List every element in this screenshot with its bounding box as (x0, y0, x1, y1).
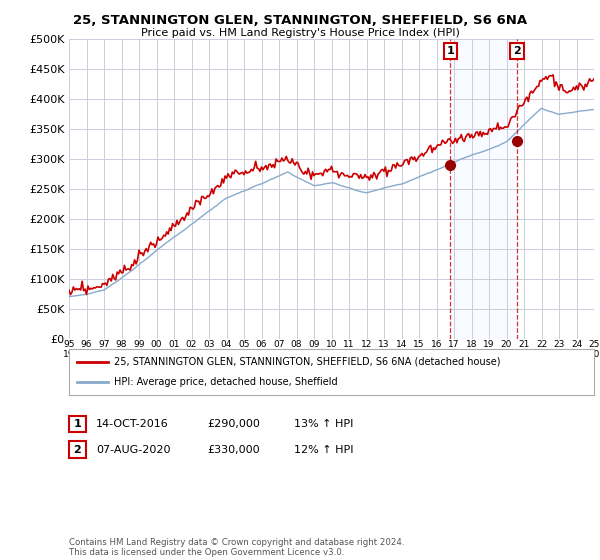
Text: 25, STANNINGTON GLEN, STANNINGTON, SHEFFIELD, S6 6NA: 25, STANNINGTON GLEN, STANNINGTON, SHEFF… (73, 14, 527, 27)
Text: 1: 1 (446, 46, 454, 56)
Text: 14-OCT-2016: 14-OCT-2016 (96, 419, 169, 429)
Text: 2: 2 (74, 445, 81, 455)
Text: £290,000: £290,000 (207, 419, 260, 429)
Text: Contains HM Land Registry data © Crown copyright and database right 2024.
This d: Contains HM Land Registry data © Crown c… (69, 538, 404, 557)
Text: 12% ↑ HPI: 12% ↑ HPI (294, 445, 353, 455)
Text: £330,000: £330,000 (207, 445, 260, 455)
Text: 13% ↑ HPI: 13% ↑ HPI (294, 419, 353, 429)
Text: 1: 1 (74, 419, 81, 429)
Text: 25, STANNINGTON GLEN, STANNINGTON, SHEFFIELD, S6 6NA (detached house): 25, STANNINGTON GLEN, STANNINGTON, SHEFF… (113, 357, 500, 367)
Text: 07-AUG-2020: 07-AUG-2020 (96, 445, 170, 455)
Bar (451, 39, 517, 339)
Text: 2: 2 (513, 46, 521, 56)
Text: HPI: Average price, detached house, Sheffield: HPI: Average price, detached house, Shef… (113, 377, 337, 388)
Text: Price paid vs. HM Land Registry's House Price Index (HPI): Price paid vs. HM Land Registry's House … (140, 28, 460, 38)
